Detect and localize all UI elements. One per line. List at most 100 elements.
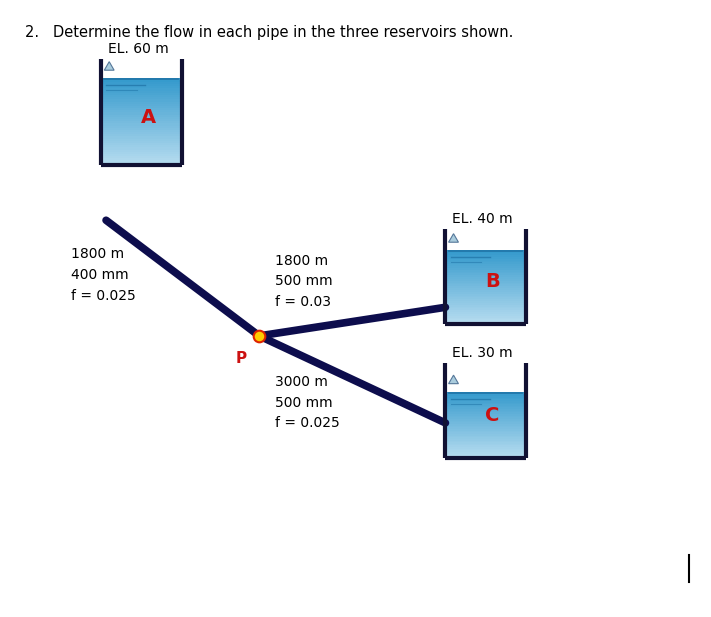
Text: EL. 60 m: EL. 60 m (108, 42, 169, 56)
Bar (101, 59, 181, 78)
Text: 1800 m
500 mm
f = 0.03: 1800 m 500 mm f = 0.03 (274, 254, 332, 308)
Bar (445, 417, 526, 420)
Text: B: B (485, 271, 500, 291)
Bar (445, 442, 526, 444)
Bar (445, 301, 526, 304)
Bar (445, 455, 526, 458)
Text: 3000 m
500 mm
f = 0.025: 3000 m 500 mm f = 0.025 (274, 375, 339, 431)
Bar (445, 402, 526, 405)
Bar (445, 230, 526, 250)
Bar (445, 431, 526, 433)
Bar (445, 284, 526, 287)
Bar (445, 259, 526, 261)
Bar (445, 428, 526, 429)
Bar (445, 288, 526, 291)
Text: C: C (486, 405, 500, 424)
Bar (101, 159, 181, 161)
Bar (445, 401, 526, 403)
Bar (445, 294, 526, 296)
Bar (445, 453, 526, 456)
Bar (445, 419, 526, 421)
Bar (445, 429, 526, 431)
Bar (445, 321, 526, 324)
Bar (445, 452, 526, 454)
Bar (101, 115, 181, 117)
Bar (101, 132, 181, 135)
Bar (445, 396, 526, 398)
Bar (445, 363, 526, 392)
Bar (445, 296, 526, 298)
Bar (101, 152, 181, 154)
Bar (445, 437, 526, 439)
Bar (445, 404, 526, 407)
Bar (445, 449, 526, 451)
Bar (445, 407, 526, 410)
Bar (445, 308, 526, 311)
Bar (445, 312, 526, 315)
Bar (445, 275, 526, 278)
Bar (445, 262, 526, 265)
Bar (445, 270, 526, 272)
Polygon shape (105, 62, 114, 70)
Polygon shape (449, 234, 459, 242)
Bar (101, 160, 181, 164)
Bar (445, 316, 526, 318)
Bar (101, 156, 181, 159)
Bar (445, 314, 526, 317)
Bar (445, 283, 526, 285)
Bar (445, 391, 526, 393)
Text: EL. 40 m: EL. 40 m (452, 212, 513, 226)
Bar (101, 145, 181, 148)
Bar (445, 447, 526, 449)
Bar (101, 88, 181, 91)
Bar (445, 299, 526, 302)
Bar (445, 397, 526, 400)
Bar (101, 136, 181, 139)
Bar (101, 106, 181, 109)
Bar (445, 307, 526, 309)
Bar (445, 394, 526, 397)
Point (254, 331, 265, 341)
Bar (445, 292, 526, 294)
Bar (101, 121, 181, 124)
Bar (101, 93, 181, 96)
Bar (445, 255, 526, 257)
Bar (101, 128, 181, 131)
Bar (445, 412, 526, 415)
Bar (445, 281, 526, 283)
Bar (101, 78, 181, 80)
Bar (101, 95, 181, 97)
Bar (445, 399, 526, 402)
Bar (445, 251, 526, 254)
Bar (101, 149, 181, 152)
Bar (445, 426, 526, 428)
Bar (445, 414, 526, 416)
Bar (101, 143, 181, 146)
Bar (101, 123, 181, 126)
Bar (101, 99, 181, 102)
Bar (101, 117, 181, 120)
Bar (445, 264, 526, 267)
Polygon shape (449, 375, 459, 384)
Bar (101, 112, 181, 115)
Bar (445, 406, 526, 408)
Bar (445, 441, 526, 443)
Bar (101, 102, 181, 104)
Bar (101, 80, 181, 83)
Bar (101, 110, 181, 113)
Bar (101, 108, 181, 111)
Bar (101, 130, 181, 133)
Bar (101, 125, 181, 128)
Bar (445, 297, 526, 300)
Bar (445, 416, 526, 418)
Bar (445, 249, 526, 252)
Bar (101, 86, 181, 89)
Bar (445, 320, 526, 322)
Bar (445, 421, 526, 423)
Bar (445, 286, 526, 289)
Bar (445, 439, 526, 441)
Text: 1800 m
400 mm
f = 0.025: 1800 m 400 mm f = 0.025 (71, 247, 136, 302)
Bar (445, 411, 526, 413)
Text: P: P (236, 351, 247, 366)
Bar (445, 268, 526, 270)
